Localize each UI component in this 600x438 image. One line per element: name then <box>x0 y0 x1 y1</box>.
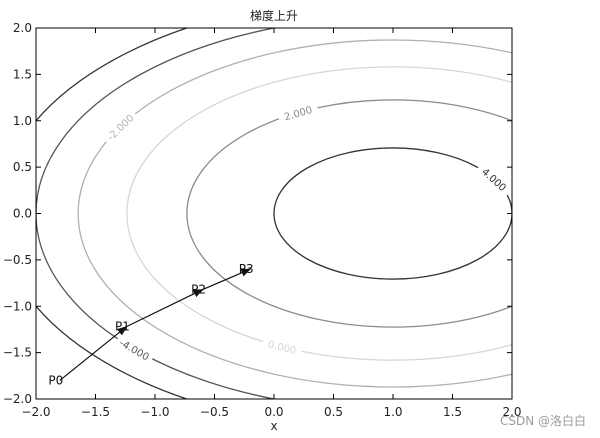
path-arrow <box>202 268 252 291</box>
y-tick-label: −2.0 <box>3 392 32 406</box>
contour-line <box>186 99 512 328</box>
contour-label-gap <box>100 108 140 146</box>
contour-label-gap <box>261 335 304 359</box>
contour-line <box>273 147 512 280</box>
contour-label: 2.000 <box>283 105 314 123</box>
contour-label-gap <box>474 160 515 198</box>
x-tick-label: 1.5 <box>443 405 462 419</box>
x-tick-label: 1.0 <box>383 405 402 419</box>
contour-label-gap <box>276 100 320 125</box>
y-tick-label: −1.5 <box>3 346 32 360</box>
x-tick-label: −1.5 <box>81 405 110 419</box>
path-arrow <box>59 326 128 381</box>
x-axis: −2.0 −1.5 −1.0 −0.5 0.0 0.5 1.0 1.5 2.0 <box>21 28 522 419</box>
contour-line <box>77 39 512 388</box>
path-arrow <box>126 289 204 328</box>
contour-line <box>36 28 512 399</box>
y-tick-label: −0.5 <box>3 253 32 267</box>
point-label: P2 <box>191 283 206 297</box>
y-axis: −2.0 −1.5 −1.0 −0.5 0.0 0.5 1.0 1.5 2.0 <box>3 21 512 406</box>
x-tick-label: 0.5 <box>324 405 343 419</box>
contour-label-gap <box>113 333 156 366</box>
point-label: P0 <box>48 373 63 387</box>
x-tick-label: 2.0 <box>502 405 521 419</box>
watermark-text: CSDN @洛白白 <box>499 414 586 428</box>
chart-title: 梯度上升 <box>250 8 298 23</box>
x-tick-label: −0.5 <box>200 405 229 419</box>
y-tick-label: 0.0 <box>13 207 32 221</box>
x-tick-label: 0.0 <box>264 405 283 419</box>
point-label: P3 <box>239 262 254 276</box>
x-axis-label: x <box>270 419 277 433</box>
contour-line <box>126 66 512 361</box>
y-tick-label: −1.0 <box>3 299 32 313</box>
y-tick-label: 1.0 <box>13 114 32 128</box>
y-tick-label: 1.5 <box>13 67 32 81</box>
contour-label: 0.000 <box>267 339 297 357</box>
x-tick-label: −2.0 <box>21 405 50 419</box>
y-tick-label: 2.0 <box>13 21 32 35</box>
y-tick-label: 0.5 <box>13 160 32 174</box>
x-tick-label: −1.0 <box>140 405 169 419</box>
ascent-path: P0 P1 P2 P3 <box>48 262 253 387</box>
point-label: P1 <box>115 320 130 334</box>
